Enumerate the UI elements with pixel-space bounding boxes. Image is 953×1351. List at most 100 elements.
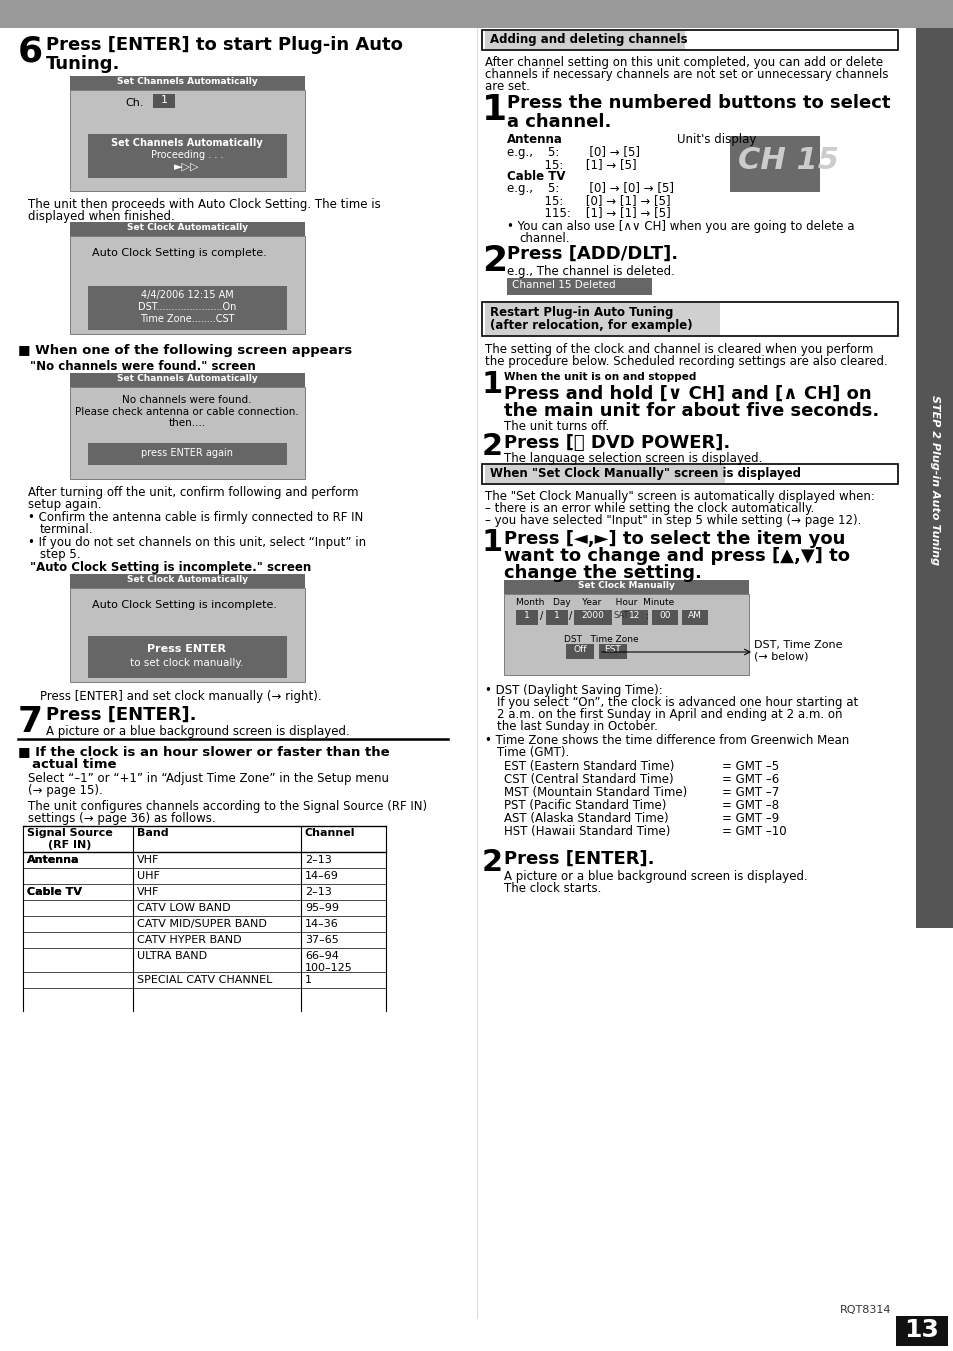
Text: Cable TV: Cable TV [27, 888, 82, 897]
Text: setup again.: setup again. [28, 499, 101, 511]
Text: AM: AM [687, 611, 701, 620]
Text: After turning off the unit, confirm following and perform: After turning off the unit, confirm foll… [28, 486, 358, 499]
Text: 14–69: 14–69 [305, 871, 338, 881]
Text: Set Channels Automatically: Set Channels Automatically [111, 138, 263, 149]
Text: the main unit for about five seconds.: the main unit for about five seconds. [503, 403, 879, 420]
Text: AST (Alaska Standard Time): AST (Alaska Standard Time) [503, 812, 668, 825]
Text: 1: 1 [160, 95, 168, 105]
Text: CH 15: CH 15 [738, 146, 838, 176]
Text: Set Channels Automatically: Set Channels Automatically [117, 77, 257, 86]
Text: ULTRA BAND: ULTRA BAND [137, 951, 207, 961]
Text: channel.: channel. [518, 232, 569, 245]
Text: 1: 1 [481, 93, 507, 127]
Text: Select “–1” or “+1” in “Adjust Time Zone” in the Setup menu: Select “–1” or “+1” in “Adjust Time Zone… [28, 771, 389, 785]
Text: /: / [568, 611, 572, 621]
Text: the last Sunday in October.: the last Sunday in October. [497, 720, 658, 734]
Text: to set clock manually.: to set clock manually. [131, 658, 243, 667]
Text: VHF: VHF [137, 855, 159, 865]
Text: A picture or a blue background screen is displayed.: A picture or a blue background screen is… [46, 725, 350, 738]
Text: e.g.,    5:        [0] → [0] → [5]: e.g., 5: [0] → [0] → [5] [506, 182, 673, 195]
Bar [70, 588, 305, 682]
Text: 2: 2 [481, 432, 502, 461]
Bar [70, 91, 305, 190]
Text: SPECIAL CATV CHANNEL: SPECIAL CATV CHANNEL [137, 975, 273, 985]
Text: When the unit is on and stopped: When the unit is on and stopped [503, 372, 696, 382]
Text: settings (→ page 36) as follows.: settings (→ page 36) as follows. [28, 812, 215, 825]
Bar [484, 303, 720, 335]
Text: When "Set Clock Manually" screen is displayed: When "Set Clock Manually" screen is disp… [490, 467, 801, 480]
Text: "No channels were found." screen: "No channels were found." screen [30, 359, 255, 373]
Text: press ENTER again: press ENTER again [141, 449, 233, 458]
Text: are set.: are set. [484, 80, 529, 93]
Text: CST (Central Standard Time): CST (Central Standard Time) [503, 773, 673, 786]
Text: The clock starts.: The clock starts. [503, 882, 600, 894]
Text: 2000: 2000 [581, 611, 604, 620]
Text: The "Set Clock Manually" screen is automatically displayed when:: The "Set Clock Manually" screen is autom… [484, 490, 874, 503]
Text: 4/4/2006 12:15 AM: 4/4/2006 12:15 AM [140, 290, 233, 300]
Text: 1: 1 [523, 611, 529, 620]
Text: – you have selected "Input" in step 5 while setting (→ page 12).: – you have selected "Input" in step 5 wh… [484, 513, 861, 527]
Text: Restart Plug-in Auto Tuning: Restart Plug-in Auto Tuning [490, 305, 673, 319]
Text: • DST (Daylight Saving Time):: • DST (Daylight Saving Time): [484, 684, 662, 697]
Text: STEP 2 Plug-in Auto Tuning: STEP 2 Plug-in Auto Tuning [929, 394, 939, 565]
Text: • If you do not set channels on this unit, select “Input” in: • If you do not set channels on this uni… [28, 536, 366, 549]
Text: :: : [645, 611, 649, 621]
Text: 115:    [1] → [1] → [5]: 115: [1] → [1] → [5] [506, 205, 670, 219]
Text: – there is an error while setting the clock automatically.: – there is an error while setting the cl… [484, 503, 814, 515]
Text: Adding and deleting channels: Adding and deleting channels [490, 32, 687, 46]
Bar [503, 580, 748, 594]
Bar [484, 465, 724, 484]
Text: = GMT –10: = GMT –10 [721, 825, 786, 838]
Text: = GMT –7: = GMT –7 [721, 786, 779, 798]
Bar [598, 644, 626, 659]
Text: Unit's display: Unit's display [677, 132, 756, 146]
Text: Press [ENTER] and set clock manually (→ right).: Press [ENTER] and set clock manually (→ … [40, 690, 321, 703]
Text: • You can also use [∧∨ CH] when you are going to delete a: • You can also use [∧∨ CH] when you are … [506, 220, 854, 232]
Text: Tuning.: Tuning. [46, 55, 120, 73]
Text: 7: 7 [18, 705, 43, 739]
Text: Press [ENTER] to start Plug-in Auto: Press [ENTER] to start Plug-in Auto [46, 36, 402, 54]
Text: a channel.: a channel. [506, 113, 611, 131]
Text: Press ENTER: Press ENTER [148, 644, 226, 654]
Text: DST......................On: DST......................On [137, 303, 236, 312]
Text: Set Clock Automatically: Set Clock Automatically [127, 576, 248, 584]
Text: DST   Time Zone: DST Time Zone [563, 635, 638, 644]
Bar [506, 278, 651, 295]
Bar [481, 30, 897, 50]
Text: channels if necessary channels are not set or unnecessary channels: channels if necessary channels are not s… [484, 68, 887, 81]
Text: If you select “On”, the clock is advanced one hour starting at: If you select “On”, the clock is advance… [497, 696, 858, 709]
Text: ►▷▷: ►▷▷ [174, 162, 199, 172]
Text: CATV LOW BAND: CATV LOW BAND [137, 902, 231, 913]
Bar [88, 134, 287, 178]
Bar [70, 574, 305, 588]
Text: The setting of the clock and channel is cleared when you perform: The setting of the clock and channel is … [484, 343, 872, 357]
Text: Antenna: Antenna [27, 855, 79, 865]
Text: 12: 12 [629, 611, 640, 620]
Bar [481, 463, 897, 484]
Text: displayed when finished.: displayed when finished. [28, 209, 174, 223]
Text: Channel: Channel [305, 828, 355, 838]
Bar [70, 386, 305, 480]
Text: 1: 1 [305, 975, 312, 985]
Text: Time Zone........CST: Time Zone........CST [139, 313, 234, 324]
Text: Press [ENTER].: Press [ENTER]. [46, 707, 196, 724]
Text: Time (GMT).: Time (GMT). [497, 746, 569, 759]
Text: CATV MID/SUPER BAND: CATV MID/SUPER BAND [137, 919, 267, 929]
Bar [70, 373, 305, 386]
Text: terminal.: terminal. [40, 523, 93, 536]
Text: (→ page 15).: (→ page 15). [28, 784, 103, 797]
Text: • Time Zone shows the time difference from Greenwich Mean: • Time Zone shows the time difference fr… [484, 734, 848, 747]
Bar [88, 636, 287, 678]
Text: Cable TV: Cable TV [27, 888, 82, 897]
Bar [681, 611, 707, 626]
Text: Auto Clock Setting is incomplete.: Auto Clock Setting is incomplete. [91, 600, 276, 611]
Text: A picture or a blue background screen is displayed.: A picture or a blue background screen is… [503, 870, 807, 884]
Text: 1: 1 [481, 370, 503, 399]
Text: VHF: VHF [137, 888, 159, 897]
Text: Press [◄,►] to select the item you: Press [◄,►] to select the item you [503, 530, 844, 549]
Text: 00: 00 [659, 611, 670, 620]
Text: Month   Day    Year     Hour  Minute: Month Day Year Hour Minute [516, 598, 674, 607]
Text: The language selection screen is displayed.: The language selection screen is display… [503, 453, 761, 465]
Text: = GMT –9: = GMT –9 [721, 812, 779, 825]
Text: Antenna: Antenna [506, 132, 562, 146]
